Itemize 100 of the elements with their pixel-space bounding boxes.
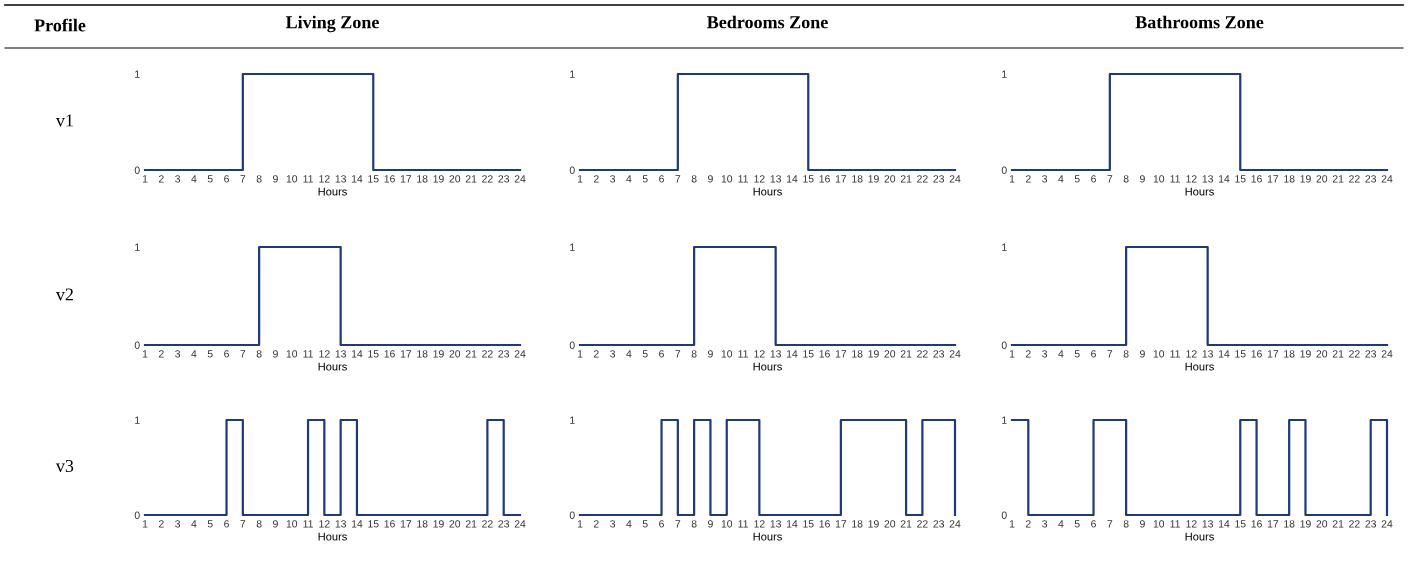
x-tick-label: 15 (803, 350, 814, 358)
x-tick-label: 5 (642, 175, 648, 183)
x-tick-label: 18 (852, 350, 863, 358)
x-tick-label: 24 (514, 350, 526, 358)
y-tick-label: 1 (1002, 70, 1007, 78)
x-tick-label: 16 (384, 175, 395, 183)
x-tick-label: 23 (1365, 175, 1377, 183)
x-tick-label: 23 (933, 520, 945, 528)
x-tick-label: 8 (256, 175, 262, 183)
x-tick-label: 7 (675, 175, 681, 183)
y-tick-label: 1 (135, 70, 140, 78)
x-tick-label: 13 (335, 175, 346, 183)
x-tick-label: 19 (868, 520, 879, 528)
x-tick-label: 3 (175, 520, 181, 528)
x-tick-label: 2 (158, 350, 164, 358)
x-tick-label: 3 (610, 175, 616, 183)
x-tick-label: 19 (1300, 520, 1311, 528)
y-tick-label: 0 (134, 166, 140, 174)
x-tick-label: 23 (498, 175, 510, 183)
x-axis-title: Hours (318, 362, 347, 371)
x-tick-label: 5 (1074, 175, 1080, 183)
x-tick-label: 4 (191, 350, 197, 358)
x-tick-label: 24 (1381, 350, 1393, 358)
x-tick-label: 8 (691, 520, 697, 528)
x-tick-label: 8 (691, 175, 697, 183)
x-tick-label: 1 (142, 350, 148, 358)
x-tick-label: 11 (1170, 520, 1180, 528)
x-tick-label: 5 (1074, 520, 1080, 528)
x-tick-label: 10 (286, 520, 298, 528)
x-tick-label: 3 (1042, 175, 1048, 183)
x-tick-label: 14 (1218, 175, 1230, 183)
x-tick-label: 17 (835, 350, 847, 358)
x-tick-label: 7 (675, 350, 681, 358)
x-tick-label: 13 (770, 350, 781, 358)
x-tick-label: 4 (1058, 520, 1064, 528)
x-tick-label: 24 (949, 520, 961, 528)
x-tick-label: 5 (1074, 350, 1080, 358)
y-tick-label: 1 (135, 243, 140, 251)
x-tick-label: 3 (610, 520, 616, 528)
x-tick-label: 9 (708, 520, 713, 528)
y-tick-label: 1 (1002, 416, 1007, 424)
x-tick-label: 24 (1381, 520, 1393, 528)
x-tick-label: 4 (191, 175, 197, 183)
x-tick-label: 21 (1332, 350, 1344, 358)
x-tick-label: 19 (868, 350, 879, 358)
x-tick-label: 6 (1091, 175, 1096, 183)
x-tick-label: 22 (1349, 520, 1360, 528)
x-tick-label: 24 (514, 175, 526, 183)
x-tick-label: 8 (1123, 350, 1129, 358)
x-tick-label: 17 (1267, 520, 1279, 528)
x-tick-label: 20 (884, 175, 896, 183)
x-tick-label: 8 (1123, 520, 1129, 528)
x-axis-title: Hours (318, 187, 347, 196)
x-tick-label: 2 (593, 350, 599, 358)
x-tick-label: 4 (626, 175, 632, 183)
x-tick-label: 12 (1186, 175, 1197, 183)
x-tick-label: 14 (1218, 350, 1230, 358)
x-tick-label: 16 (384, 520, 395, 528)
y-tick-label: 0 (1001, 511, 1007, 519)
x-tick-label: 18 (1284, 520, 1295, 528)
x-tick-label: 9 (1140, 175, 1145, 183)
x-tick-label: 23 (498, 520, 510, 528)
y-axis-title: v1 (55, 114, 73, 127)
x-tick-label: 3 (610, 350, 616, 358)
x-axis-title: Hours (753, 362, 782, 371)
x-tick-label: 6 (224, 175, 229, 183)
x-tick-label: 8 (256, 350, 262, 358)
x-tick-label: 4 (1058, 175, 1064, 183)
x-tick-label: 3 (1042, 520, 1048, 528)
y-tick-label: 0 (569, 341, 575, 349)
x-tick-label: 12 (319, 175, 330, 183)
x-tick-label: 13 (335, 350, 346, 358)
x-tick-label: 15 (1235, 175, 1246, 183)
x-tick-label: 22 (917, 350, 928, 358)
x-tick-label: 22 (482, 520, 493, 528)
x-tick-label: 20 (1316, 350, 1328, 358)
x-tick-label: 17 (835, 520, 847, 528)
x-tick-label: 14 (1218, 520, 1230, 528)
y-tick-label: 0 (134, 341, 140, 349)
x-tick-label: 6 (224, 350, 229, 358)
x-tick-label: 11 (1170, 175, 1180, 183)
x-tick-label: 10 (286, 350, 298, 358)
x-tick-label: 24 (1381, 175, 1393, 183)
x-axis-title: Hours (1185, 362, 1214, 371)
x-tick-label: 21 (1332, 520, 1344, 528)
x-tick-label: 19 (433, 350, 444, 358)
x-tick-label: 23 (933, 350, 945, 358)
x-tick-label: 19 (433, 175, 444, 183)
x-tick-label: 14 (786, 520, 798, 528)
x-tick-label: 11 (303, 520, 313, 528)
x-tick-label: 16 (819, 350, 830, 358)
x-tick-label: 3 (175, 350, 181, 358)
x-tick-label: 5 (207, 175, 213, 183)
x-tick-label: 16 (1251, 520, 1262, 528)
x-tick-label: 18 (852, 520, 863, 528)
x-tick-label: 24 (949, 175, 961, 183)
x-tick-label: 7 (1107, 350, 1113, 358)
x-tick-label: 7 (1107, 520, 1113, 528)
x-tick-label: 11 (303, 175, 313, 183)
x-tick-label: 20 (449, 175, 461, 183)
